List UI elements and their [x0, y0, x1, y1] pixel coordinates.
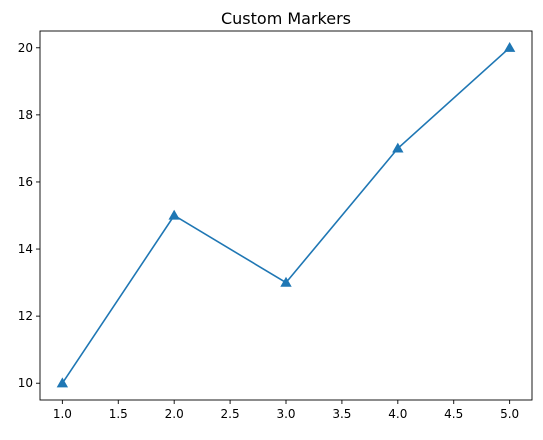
x-tick-label-5: 3.5: [332, 407, 351, 421]
x-tick-label-0: 1.0: [53, 407, 72, 421]
chart-title: Custom Markers: [221, 9, 351, 28]
x-tick-label-3: 2.5: [221, 407, 240, 421]
x-tick-label-8: 5.0: [500, 407, 519, 421]
axes-frame: [39, 30, 533, 401]
y-tick-label-3: 16: [18, 175, 33, 189]
y-tick-label-1: 12: [18, 309, 33, 323]
data-point-0-0: [56, 377, 69, 388]
x-tick-label-6: 4.0: [388, 407, 407, 421]
x-tick-label-2: 2.0: [165, 407, 184, 421]
y-tick-label-0: 10: [18, 376, 33, 390]
data-point-0-4: [503, 41, 516, 52]
data-point-0-1: [168, 209, 180, 220]
y-tick-label-2: 14: [18, 242, 33, 256]
y-tick-label-4: 18: [18, 108, 33, 122]
x-tick-label-4: 3.0: [276, 407, 295, 421]
series-line-0: [61, 47, 511, 384]
plot-area: 1.0 1.5 2.0 2.5 3.0 3.5 4.0 4.5 5.0 10 12 14 16 18 20: [18, 30, 533, 421]
data-point-0-3: [392, 142, 404, 153]
x-tick-label-7: 4.5: [444, 407, 463, 421]
data-point-0-2: [280, 276, 292, 287]
x-tick-label-1: 1.5: [109, 407, 128, 421]
y-tick-label-5: 20: [18, 41, 33, 55]
